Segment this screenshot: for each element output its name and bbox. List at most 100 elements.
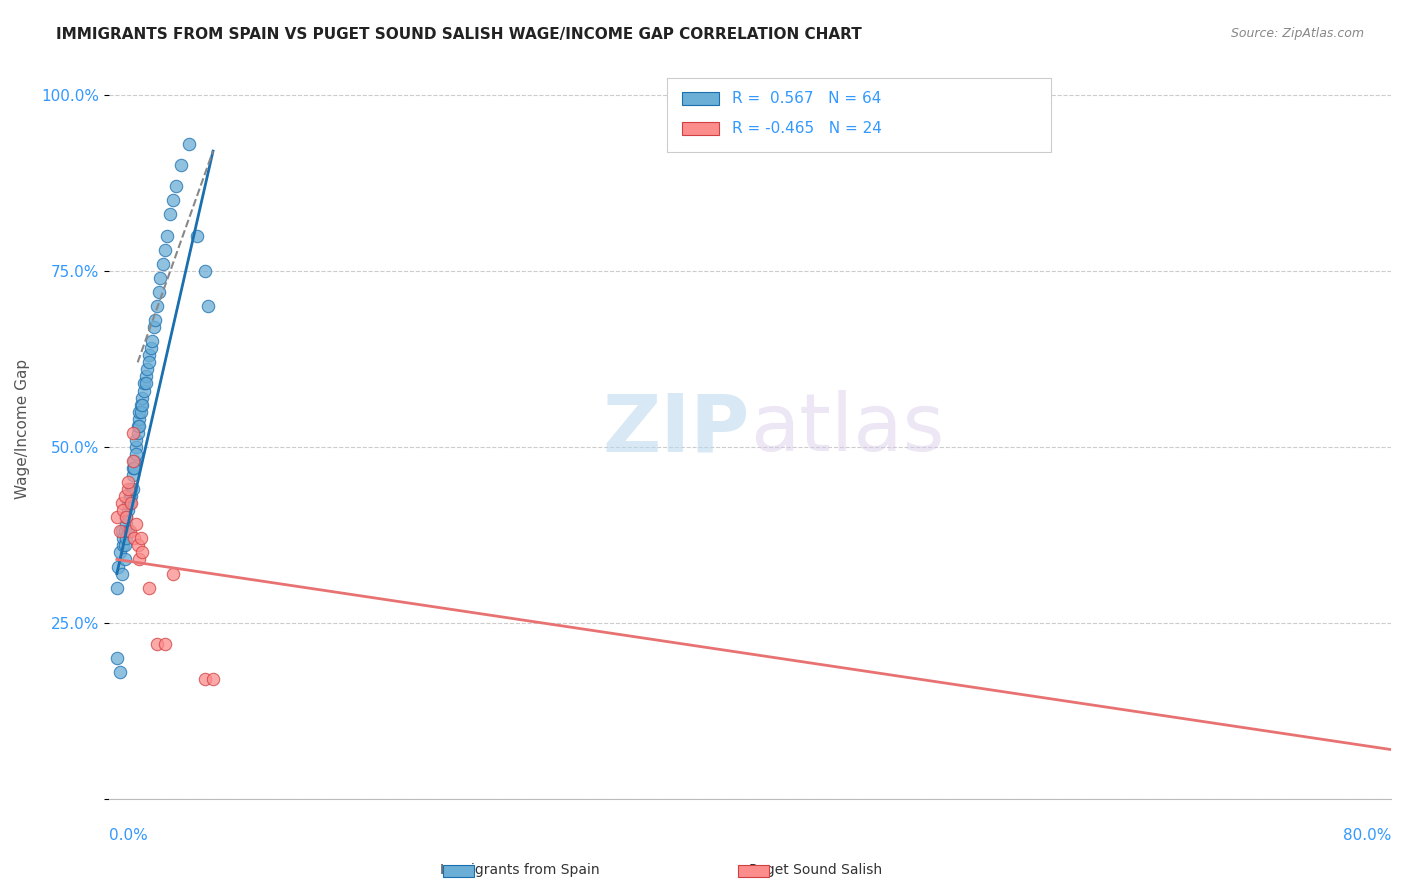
Point xyxy=(124,532,146,546)
Point xyxy=(125,440,148,454)
Text: R = -0.465   N = 24: R = -0.465 N = 24 xyxy=(731,120,882,136)
Point xyxy=(127,425,149,440)
Point xyxy=(129,532,152,546)
Point xyxy=(153,637,176,651)
Point xyxy=(107,559,129,574)
Point xyxy=(152,257,174,271)
Point xyxy=(120,496,142,510)
Point xyxy=(128,552,150,566)
Point xyxy=(122,467,145,482)
Point xyxy=(117,482,139,496)
Point xyxy=(118,524,141,539)
Point xyxy=(194,264,217,278)
Point xyxy=(131,545,153,559)
Point xyxy=(112,532,135,546)
Point xyxy=(153,243,176,257)
Text: Source: ZipAtlas.com: Source: ZipAtlas.com xyxy=(1230,27,1364,40)
Point xyxy=(112,503,135,517)
Point xyxy=(122,425,145,440)
Point xyxy=(165,179,187,194)
Point xyxy=(170,158,193,172)
Point xyxy=(114,489,136,503)
Point xyxy=(111,496,134,510)
Point xyxy=(115,517,138,532)
Text: 0.0%: 0.0% xyxy=(108,829,148,844)
Point xyxy=(143,313,166,327)
Point xyxy=(127,538,149,552)
Point xyxy=(120,489,142,503)
Point xyxy=(118,489,141,503)
Point xyxy=(112,538,135,552)
Y-axis label: Wage/Income Gap: Wage/Income Gap xyxy=(15,359,30,500)
Point xyxy=(139,341,162,355)
Point xyxy=(135,369,157,384)
Point xyxy=(128,404,150,418)
Point xyxy=(146,637,169,651)
Point xyxy=(117,475,139,489)
Point xyxy=(118,496,141,510)
Point xyxy=(197,299,219,313)
Point xyxy=(120,482,142,496)
Point xyxy=(177,137,200,152)
Point xyxy=(125,517,148,532)
Point xyxy=(155,228,177,243)
Point xyxy=(148,285,170,299)
Point xyxy=(111,566,134,581)
Point xyxy=(162,194,184,208)
Point xyxy=(202,672,225,686)
Point xyxy=(132,376,155,391)
Point xyxy=(129,404,152,418)
Point xyxy=(146,299,169,313)
Point xyxy=(138,348,160,362)
Text: ZIP: ZIP xyxy=(603,390,749,468)
FancyBboxPatch shape xyxy=(682,121,718,135)
Point xyxy=(114,552,136,566)
Text: Immigrants from Spain: Immigrants from Spain xyxy=(440,863,600,877)
Point xyxy=(122,482,145,496)
Point xyxy=(117,503,139,517)
Point xyxy=(138,581,160,595)
Text: R =  0.567   N = 64: R = 0.567 N = 64 xyxy=(731,91,882,106)
Point xyxy=(108,524,131,539)
Point xyxy=(124,461,146,475)
Point xyxy=(115,510,138,524)
FancyBboxPatch shape xyxy=(666,78,1052,152)
Point xyxy=(108,665,131,679)
Point xyxy=(122,461,145,475)
Point xyxy=(111,524,134,539)
Point xyxy=(141,334,163,349)
Point xyxy=(125,433,148,447)
Text: Puget Sound Salish: Puget Sound Salish xyxy=(749,863,882,877)
FancyBboxPatch shape xyxy=(682,92,718,105)
Point xyxy=(105,651,128,665)
Point xyxy=(159,207,181,221)
Point xyxy=(115,532,138,546)
Point xyxy=(124,454,146,468)
Point xyxy=(114,538,136,552)
Point xyxy=(129,398,152,412)
Point xyxy=(105,510,128,524)
Point xyxy=(132,384,155,398)
Text: 80.0%: 80.0% xyxy=(1343,829,1391,844)
Point xyxy=(127,418,149,433)
Point xyxy=(128,411,150,425)
Point xyxy=(142,320,165,334)
Point xyxy=(186,228,208,243)
Point xyxy=(131,391,153,405)
Point xyxy=(136,362,159,376)
Point xyxy=(114,524,136,539)
Point xyxy=(162,566,184,581)
Point xyxy=(115,510,138,524)
Point xyxy=(135,376,157,391)
Point xyxy=(128,418,150,433)
Point xyxy=(131,398,153,412)
Point xyxy=(117,524,139,539)
Point xyxy=(105,581,128,595)
Point xyxy=(108,545,131,559)
Point xyxy=(194,672,217,686)
Point xyxy=(122,454,145,468)
Point xyxy=(117,496,139,510)
Point xyxy=(125,447,148,461)
Text: IMMIGRANTS FROM SPAIN VS PUGET SOUND SALISH WAGE/INCOME GAP CORRELATION CHART: IMMIGRANTS FROM SPAIN VS PUGET SOUND SAL… xyxy=(56,27,862,42)
Text: atlas: atlas xyxy=(749,390,945,468)
